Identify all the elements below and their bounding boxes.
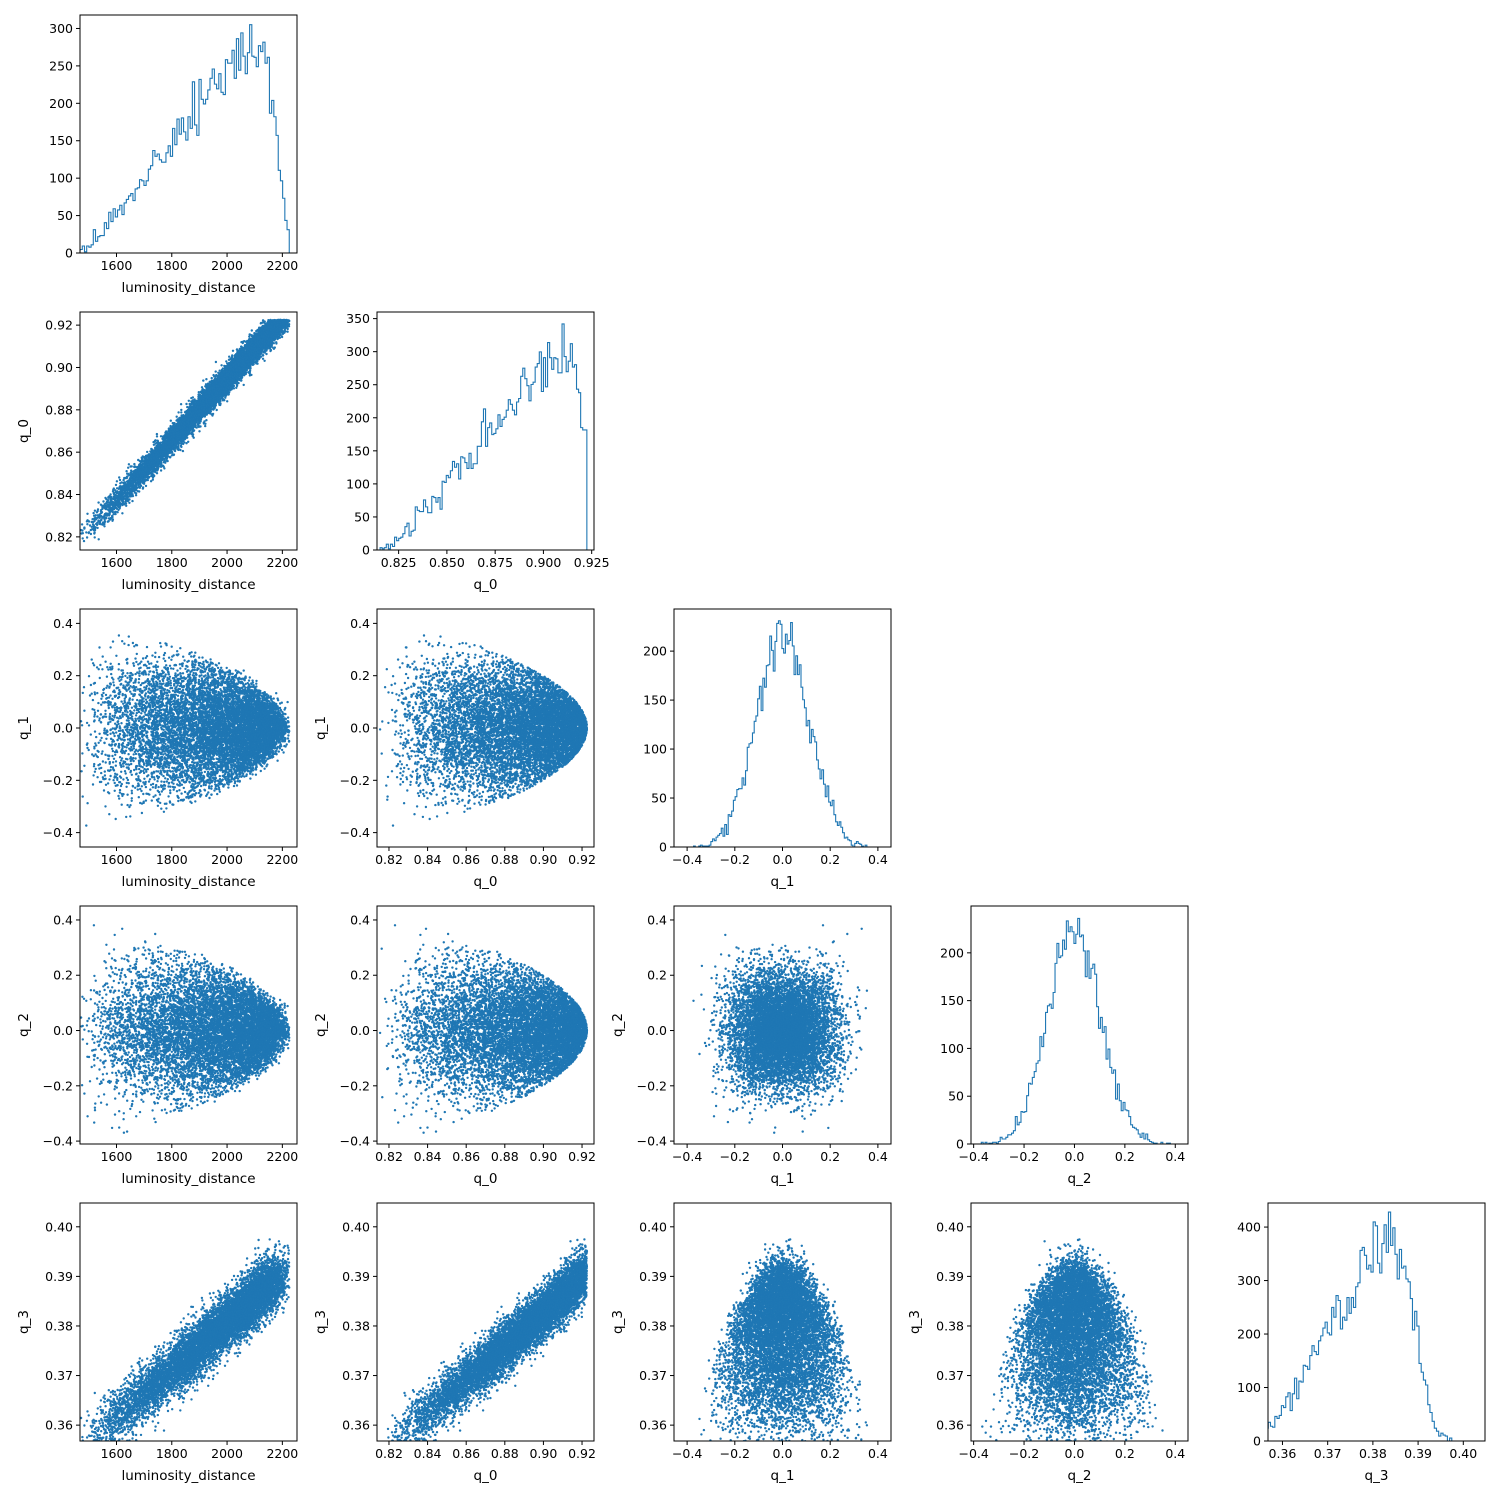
scatter-point	[83, 527, 85, 529]
scatter-point	[226, 400, 228, 402]
scatter-point	[215, 370, 217, 372]
scatter-point	[286, 331, 288, 333]
x-tick-label: 2000	[211, 258, 243, 273]
scatter-point	[95, 523, 97, 525]
x-tick-label: 2200	[266, 258, 298, 273]
scatter-point	[94, 510, 96, 512]
scatter-point	[193, 429, 195, 431]
scatter-point	[275, 341, 277, 343]
scatter-point	[115, 511, 117, 513]
scatter-point	[182, 450, 184, 452]
scatter-point	[82, 532, 84, 534]
scatter-point	[140, 485, 142, 487]
y-tick-label: 300	[49, 21, 73, 36]
y-tick-label: 150	[49, 133, 73, 148]
scatter-point	[215, 361, 217, 363]
scatter-point	[82, 537, 84, 539]
scatter-point	[156, 433, 158, 435]
scatter-point	[205, 378, 207, 380]
scatter-point	[180, 403, 182, 405]
y-tick-label: 200	[49, 96, 73, 111]
y-tick-label: 100	[49, 171, 73, 186]
x-tick-label: 1800	[156, 258, 188, 273]
scatter-point	[97, 501, 99, 503]
scatter-point	[138, 490, 140, 492]
scatter-point	[156, 472, 158, 474]
y-tick-label: 250	[49, 58, 73, 73]
scatter-point	[262, 354, 264, 356]
scatter-point	[185, 403, 187, 405]
scatter-point	[262, 358, 264, 360]
scatter-point	[68, 545, 70, 547]
scatter-point	[95, 514, 97, 516]
scatter-point	[160, 469, 162, 471]
scatter-point	[156, 435, 158, 437]
scatter-point	[219, 404, 221, 406]
scatter-point	[169, 456, 171, 458]
scatter-point	[74, 537, 76, 539]
scatter-point	[91, 518, 93, 520]
scatter-point	[189, 403, 191, 405]
scatter-point	[170, 420, 172, 422]
scatter-point	[123, 477, 125, 479]
scatter-point	[133, 463, 135, 465]
scatter-points	[68, 319, 291, 548]
histogram-luminosity_distance: 1600 1800 2000 2200 0 50 100 150 200 250 300 lumino…	[49, 15, 298, 296]
scatter-point	[202, 379, 204, 381]
x-axis-label: luminosity_distance	[121, 280, 255, 296]
scatter-point	[85, 531, 87, 533]
y-tick-label: 50	[57, 208, 73, 223]
scatter-point	[92, 512, 94, 514]
scatter-point	[145, 485, 147, 487]
scatter-point	[263, 360, 265, 362]
scatter-point	[118, 476, 120, 478]
scatter-point	[180, 409, 182, 411]
scatter-luminosity_distance-vs-q_0: 1600 1800 2000 22000.820.840.860.880.900.92…	[16, 312, 298, 593]
y-tick-label: 0	[65, 246, 73, 261]
scatter-point	[225, 360, 227, 362]
scatter-point	[94, 536, 96, 538]
x-tick-label: 1600	[101, 258, 133, 273]
scatter-point	[147, 479, 149, 481]
scatter-point	[180, 411, 182, 413]
histogram-step-luminosity_distance	[69, 25, 289, 253]
scatter-point	[86, 523, 88, 525]
scatter-point	[102, 500, 104, 502]
scatter-point	[104, 497, 106, 499]
